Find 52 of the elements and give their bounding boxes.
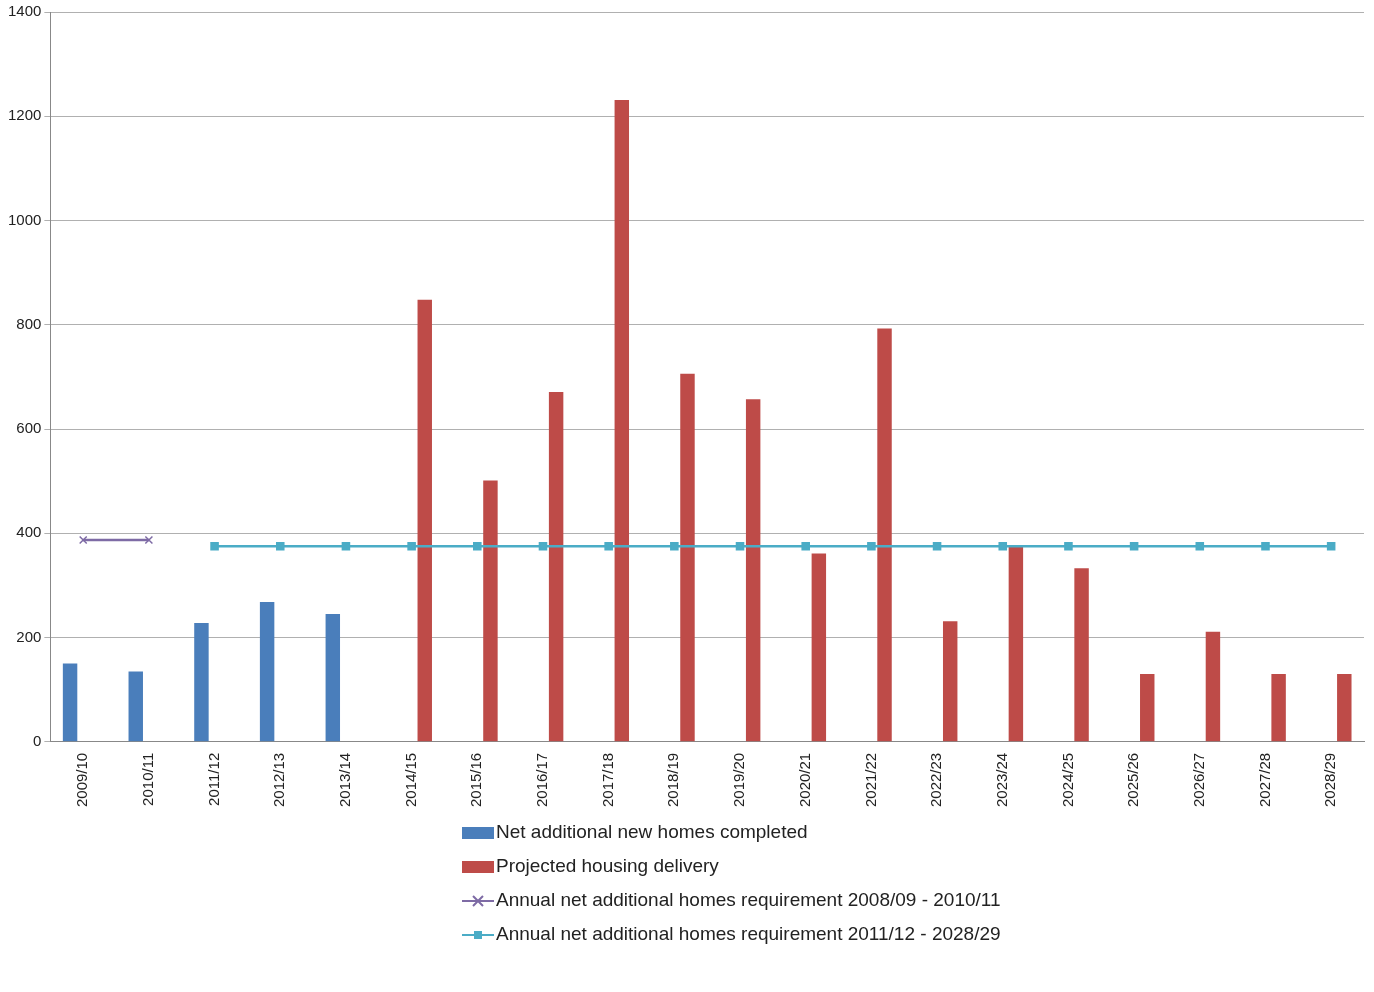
bar: [1337, 674, 1352, 742]
bar: [128, 671, 143, 742]
bar: [548, 392, 564, 742]
y-tick-label: 1000: [7, 210, 42, 228]
x-tick-label: 2015/16: [467, 752, 485, 808]
bar: [259, 602, 275, 742]
y-tick-label: 200: [16, 627, 42, 645]
bar: [745, 399, 761, 742]
y-tick-label: 400: [16, 523, 42, 541]
legend-label: Projected housing delivery: [496, 855, 720, 877]
bar: [1074, 568, 1089, 742]
x-tick-label: 2013/14: [336, 752, 354, 808]
bar: [1140, 674, 1155, 742]
y-tick-label: 0: [33, 731, 42, 749]
x-tick-label: 2016/17: [533, 752, 551, 808]
legend-label: Annual net additional homes requirement 2008/09 - 2010/11: [496, 889, 1001, 911]
bar: [1008, 545, 1024, 742]
bar: [942, 621, 958, 742]
x-tick-label: 2026/27: [1189, 752, 1207, 808]
bar: [194, 622, 209, 742]
legend-label: Net additional new homes completed: [496, 821, 808, 843]
bar: [325, 614, 341, 742]
x-tick-label: 2024/25: [1058, 752, 1076, 808]
x-tick-label: 2025/26: [1124, 752, 1142, 808]
x-tick-label: 2010/11: [139, 752, 157, 806]
x-tick-label: 2018/19: [664, 752, 682, 808]
bar: [811, 553, 827, 742]
bar: [680, 373, 695, 742]
x-tick-label: 2017/18: [598, 752, 616, 808]
y-tick-label: 1400: [7, 2, 42, 20]
x-tick-label: 2012/13: [270, 752, 288, 808]
bar: [614, 100, 630, 742]
x-tick-label: 2011/12: [204, 752, 222, 806]
x-tick-label: 2023/24: [992, 752, 1010, 808]
y-tick-label: 600: [16, 419, 42, 437]
bar: [1205, 631, 1221, 742]
bar: [417, 299, 432, 742]
bar: [483, 480, 498, 742]
y-tick-label: 800: [16, 314, 42, 332]
x-tick-label: 2019/20: [730, 752, 748, 808]
x-tick-label: 2009/10: [73, 752, 91, 808]
y-tick-label: 1200: [7, 106, 42, 124]
x-tick-label: 2028/29: [1321, 752, 1339, 808]
x-tick-label: 2022/23: [927, 752, 945, 808]
bar: [62, 663, 78, 742]
x-tick-label: 2021/22: [861, 752, 879, 808]
bar: [1271, 674, 1286, 742]
x-tick-label: 2020/21: [795, 752, 813, 808]
legend-label: Annual net additional homes requirement 2011/12 - 2028/29: [496, 923, 1001, 945]
x-tick-label: 2014/15: [401, 752, 419, 808]
bar: [877, 328, 892, 742]
x-tick-label: 2027/28: [1255, 752, 1273, 808]
